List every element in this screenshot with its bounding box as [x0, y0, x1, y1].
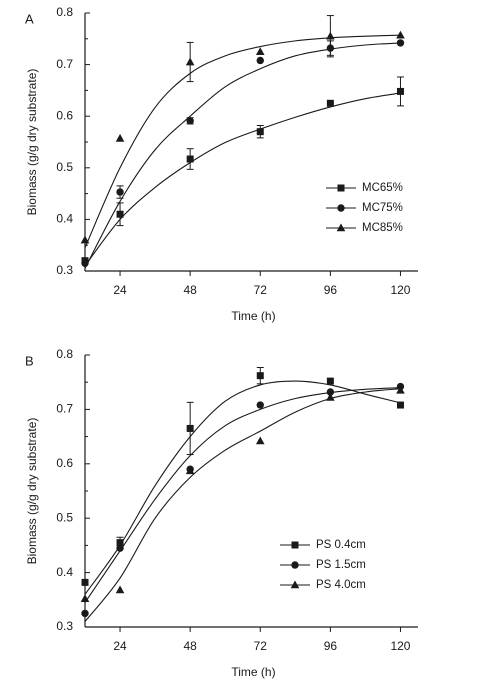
legend-label: MC65%: [362, 182, 403, 194]
series-fit-curve: [84, 380, 401, 595]
data-point: [80, 235, 90, 244]
series-2: [80, 15, 405, 249]
series-2: [80, 385, 405, 622]
data-point: [80, 594, 90, 603]
y-tick-label: 0.5: [56, 160, 73, 174]
y-axis-label: Biomass (g/g dry substrate): [25, 69, 39, 216]
data-point: [326, 31, 335, 40]
data-point: [81, 259, 89, 267]
x-tick-label: 120: [390, 639, 410, 653]
data-point: [326, 377, 334, 385]
data-point: [256, 401, 264, 409]
data-point: [255, 436, 265, 445]
y-tick-label: 0.5: [56, 510, 73, 524]
data-point: [326, 392, 335, 401]
y-tick-label: 0.6: [56, 456, 73, 470]
data-point: [256, 372, 264, 380]
chart-panel-b: B 0.3 0.4 0.5 0.6 0.7 0.8 24 48 72 96 120 Time (h) Bi…: [25, 347, 418, 679]
x-axis-label: Time (h): [231, 309, 275, 323]
x-tick-label: 120: [390, 283, 410, 297]
legend: PS 0.4cm PS 1.5cm PS 4.0cm: [280, 539, 366, 591]
data-point: [116, 544, 124, 552]
legend-label: MC75%: [362, 202, 403, 214]
y-tick-label: 0.3: [56, 263, 73, 277]
data-point: [326, 99, 334, 107]
data-point: [186, 117, 194, 125]
series-fit-curve: [84, 42, 401, 269]
data-point: [396, 401, 404, 409]
data-point: [116, 210, 124, 218]
chart-panel-a: A 0.3 0.4 0.5 0.6 0.7 0.8 24 48 72 96 120 Time (h) Bi…: [25, 5, 418, 323]
data-point: [116, 188, 124, 196]
legend-marker-circle: [337, 204, 345, 212]
series-1: [81, 382, 405, 618]
x-axis-label: Time (h): [231, 665, 275, 679]
data-point: [185, 57, 195, 66]
data-point: [256, 56, 264, 65]
y-tick-label: 0.8: [56, 347, 73, 361]
x-tick-label: 48: [183, 283, 197, 297]
data-point: [255, 47, 265, 55]
x-tick-label: 72: [254, 639, 268, 653]
legend-label: PS 1.5cm: [316, 559, 366, 571]
legend-label: PS 0.4cm: [316, 539, 366, 551]
data-point: [186, 424, 194, 432]
x-tick-label: 72: [254, 283, 268, 297]
legend-marker-square: [291, 541, 299, 549]
data-point: [186, 155, 194, 163]
data-point: [326, 388, 335, 396]
legend: MC65% MC75% MC85%: [326, 182, 403, 234]
y-tick-label: 0.8: [56, 5, 73, 19]
data-point: [396, 87, 404, 95]
series-0: [81, 367, 404, 595]
data-point: [256, 128, 264, 136]
legend-marker-triangle: [290, 580, 300, 589]
data-point: [81, 609, 89, 618]
series-0: [81, 76, 404, 267]
legend-marker-circle: [291, 561, 299, 569]
y-tick-label: 0.4: [56, 565, 73, 579]
y-tick-label: 0.7: [56, 402, 73, 416]
y-tick-label: 0.6: [56, 108, 73, 122]
panel-label: B: [25, 353, 34, 368]
series-fit-curve: [84, 388, 401, 622]
data-point: [115, 585, 125, 594]
data-point: [81, 578, 89, 586]
data-point: [116, 539, 124, 547]
series-fit-curve: [84, 92, 401, 267]
x-tick-label: 24: [113, 639, 127, 653]
series-fit-curve: [84, 387, 401, 603]
y-axis-label: Biomass (g/g dry substrate): [25, 418, 39, 565]
y-tick-label: 0.7: [56, 57, 73, 71]
panel-label: A: [25, 11, 34, 26]
data-point: [396, 39, 405, 47]
x-tick-label: 96: [324, 639, 338, 653]
legend-marker-triangle: [336, 223, 346, 232]
data-point: [396, 30, 405, 39]
data-point: [396, 385, 405, 394]
series-fit-curve: [84, 34, 401, 249]
data-point: [185, 466, 195, 475]
x-tick-label: 24: [113, 283, 127, 297]
data-point: [115, 133, 125, 142]
x-tick-label: 96: [324, 283, 338, 297]
legend-label: MC85%: [362, 222, 403, 234]
legend-label: PS 4.0cm: [316, 579, 366, 591]
series-1: [81, 39, 405, 269]
y-tick-label: 0.3: [56, 619, 73, 633]
x-tick-label: 48: [183, 639, 197, 653]
legend-marker-square: [337, 184, 345, 192]
y-tick-label: 0.4: [56, 212, 73, 226]
